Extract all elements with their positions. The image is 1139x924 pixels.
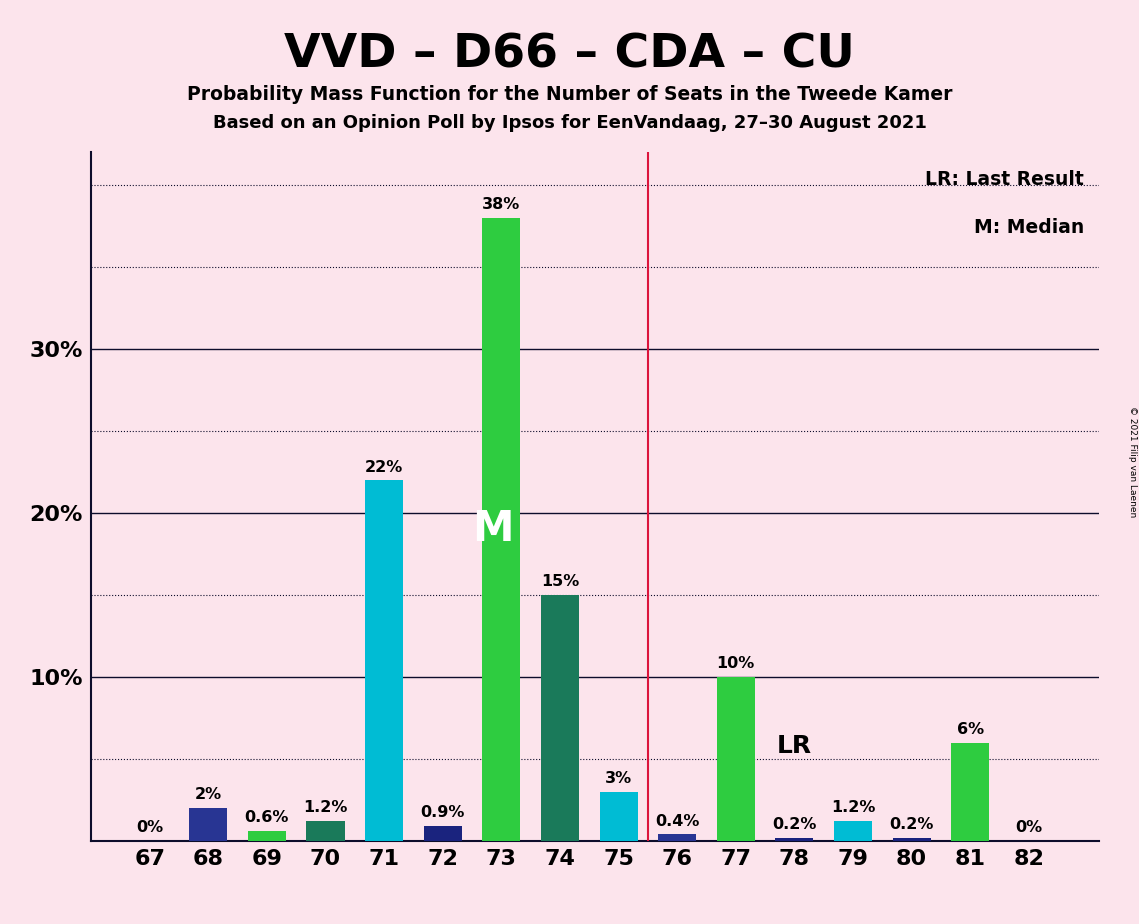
Text: 0.9%: 0.9% [420,806,465,821]
Bar [189,808,228,841]
Bar [541,595,579,841]
Bar [482,218,521,841]
Bar [366,480,403,841]
Text: 38%: 38% [482,198,521,213]
Bar [716,677,755,841]
Text: 6%: 6% [957,722,984,736]
Bar [893,837,931,841]
Text: 10%: 10% [716,656,755,671]
Text: LR: LR [777,734,812,758]
Text: 1.2%: 1.2% [303,800,347,816]
Text: 1.2%: 1.2% [830,800,875,816]
Bar [248,831,286,841]
Text: 0.2%: 0.2% [772,817,817,832]
Text: LR: Last Result: LR: Last Result [925,170,1084,188]
Text: 0%: 0% [137,821,163,835]
Bar [424,826,461,841]
Text: 22%: 22% [364,459,403,475]
Bar [599,792,638,841]
Text: Probability Mass Function for the Number of Seats in the Tweede Kamer: Probability Mass Function for the Number… [187,85,952,104]
Text: VVD – D66 – CDA – CU: VVD – D66 – CDA – CU [284,32,855,78]
Bar [776,837,813,841]
Text: 0.2%: 0.2% [890,817,934,832]
Text: 3%: 3% [605,771,632,786]
Text: 2%: 2% [195,787,222,802]
Text: 15%: 15% [541,574,579,590]
Text: 0.6%: 0.6% [245,810,289,825]
Text: 0%: 0% [1015,821,1042,835]
Text: Based on an Opinion Poll by Ipsos for EenVandaag, 27–30 August 2021: Based on an Opinion Poll by Ipsos for Ee… [213,114,926,131]
Text: M: M [472,508,514,551]
Bar [306,821,345,841]
Bar [951,743,990,841]
Bar [834,821,872,841]
Bar [658,834,696,841]
Text: M: Median: M: Median [974,218,1084,237]
Text: © 2021 Filip van Laenen: © 2021 Filip van Laenen [1128,407,1137,517]
Text: 0.4%: 0.4% [655,813,699,829]
